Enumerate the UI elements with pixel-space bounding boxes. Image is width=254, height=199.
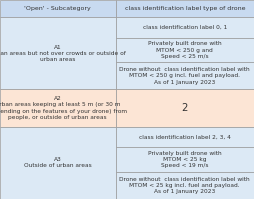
Text: 2: 2: [182, 103, 188, 113]
Bar: [0, 127, 116, 199]
Text: Privately built drone with
MTOM < 250 g and
Speed < 25 m/s: Privately built drone with MTOM < 250 g …: [148, 41, 221, 59]
Bar: [116, 89, 254, 127]
Text: class identification label type of drone: class identification label type of drone: [124, 6, 245, 11]
Text: class identification label 0, 1: class identification label 0, 1: [143, 25, 227, 30]
Bar: [116, 0, 254, 17]
Text: Drone without  class identification label with
MTOM < 25 kg incl. fuel and paylo: Drone without class identification label…: [119, 177, 250, 194]
Bar: [116, 38, 254, 62]
Bar: [116, 147, 254, 172]
Bar: [116, 127, 254, 147]
Bar: [116, 172, 254, 199]
Text: A1
Urban areas but not over crowds or outside of
urban areas: A1 Urban areas but not over crowds or ou…: [0, 45, 126, 62]
Bar: [0, 17, 116, 89]
Text: class identification label 2, 3, 4: class identification label 2, 3, 4: [139, 135, 231, 139]
Bar: [0, 89, 116, 127]
Text: A2
Urban areas keeping at least 5 m (or 30 m
depending on the features of your d: A2 Urban areas keeping at least 5 m (or …: [0, 96, 127, 120]
Text: 'Open' - Subcategory: 'Open' - Subcategory: [24, 6, 91, 11]
Bar: [116, 17, 254, 38]
Bar: [116, 62, 254, 89]
Bar: [0, 0, 116, 17]
Text: A3
Outside of urban areas: A3 Outside of urban areas: [24, 157, 92, 168]
Text: Privately built drone with
MTOM < 25 kg
Speed < 19 m/s: Privately built drone with MTOM < 25 kg …: [148, 151, 221, 168]
Text: Drone without  class identification label with
MTOM < 250 g incl. fuel and paylo: Drone without class identification label…: [119, 67, 250, 85]
